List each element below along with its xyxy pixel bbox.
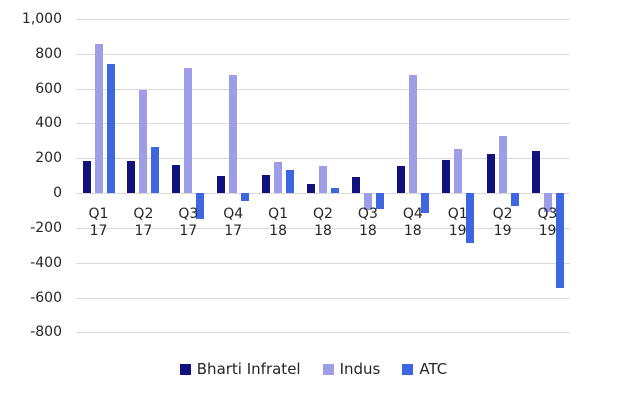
gridline (76, 297, 570, 299)
gridline (76, 88, 570, 90)
bar-atc-q4-17 (241, 193, 250, 201)
chart-legend: Bharti Infratel Indus ATC (0, 360, 627, 378)
x-axis-label: Q2 19 (492, 206, 513, 239)
bar-atc-q2-18 (331, 187, 339, 193)
bar-indus-q2-17 (139, 90, 148, 193)
bar-atc-q1-19 (465, 193, 474, 243)
bar-indus-q3-17 (184, 68, 193, 193)
y-axis-tick-label: 0 (53, 185, 62, 201)
legend-item-atc: ATC (402, 360, 447, 378)
bar-bharti-infratel-q1-19 (441, 159, 450, 193)
bar-bharti-infratel-q3-19 (531, 151, 540, 193)
bar-atc-q2-19 (510, 193, 519, 207)
y-axis-tick-label: -400 (30, 254, 62, 271)
bar-atc-q1-18 (286, 169, 295, 193)
x-axis-label: Q1 18 (268, 206, 289, 239)
legend-label-bharti-infratel: Bharti Infratel (196, 360, 301, 378)
gridline (76, 193, 570, 194)
legend-item-indus: Indus (322, 360, 381, 378)
bar-bharti-infratel-q1-17 (82, 160, 91, 193)
gridline (76, 18, 570, 20)
bar-atc-q3-17 (196, 193, 205, 220)
y-axis-tick-label: 1,000 (21, 10, 62, 27)
bar-atc-q1-17 (106, 64, 115, 193)
x-axis-label: Q4 18 (402, 206, 423, 239)
y-axis-tick-label: 600 (35, 80, 62, 97)
gridline (76, 227, 570, 229)
bar-indus-q2-18 (319, 166, 327, 193)
y-axis-tick-label: 800 (35, 45, 62, 62)
x-axis-label: Q2 18 (313, 206, 333, 239)
legend-swatch-atc (402, 363, 414, 375)
legend-item-bharti-infratel: Bharti Infratel (179, 360, 301, 378)
y-axis-tick-label: -800 (30, 324, 62, 341)
bar-bharti-infratel-q3-18 (351, 176, 360, 193)
bar-atc-q4-18 (420, 193, 429, 213)
legend-label-atc: ATC (419, 360, 448, 378)
x-axis-label: Q1 19 (447, 206, 468, 239)
bar-indus-q1-18 (274, 161, 283, 193)
bar-bharti-infratel-q4-17 (217, 175, 226, 193)
bar-bharti-infratel-q2-17 (127, 160, 136, 193)
bar-bharti-infratel-q1-18 (262, 174, 271, 193)
x-axis-label: Q3 17 (178, 206, 199, 239)
bar-indus-q3-18 (363, 193, 372, 210)
gridline (76, 53, 570, 55)
bar-indus-q4-17 (229, 74, 238, 193)
bar-indus-q4-18 (408, 75, 417, 193)
y-axis-tick-label: 200 (35, 150, 62, 167)
x-axis-label: Q3 18 (357, 206, 378, 239)
bar-bharti-infratel-q2-18 (307, 184, 315, 193)
bar-indus-q2-19 (498, 136, 507, 193)
gridline (76, 158, 570, 160)
bar-bharti-infratel-q3-17 (172, 165, 181, 193)
gridline (76, 262, 570, 264)
bar-indus-q3-19 (543, 193, 552, 213)
bar-atc-q3-18 (375, 193, 384, 209)
bar-bharti-infratel-q4-18 (396, 166, 405, 193)
bar-bharti-infratel-q2-19 (486, 153, 495, 193)
x-axis-label: Q1 17 (88, 206, 109, 239)
y-axis-tick-label: -200 (30, 219, 62, 236)
legend-swatch-bharti-infratel (179, 363, 191, 375)
bar-indus-q1-19 (453, 148, 462, 193)
legend-label-indus: Indus (339, 360, 381, 378)
gridline (76, 123, 570, 125)
bar-indus-q1-17 (94, 44, 103, 193)
x-axis-label: Q2 17 (133, 206, 154, 239)
x-axis-label: Q4 17 (223, 206, 244, 239)
legend-swatch-indus (322, 363, 334, 375)
y-axis-tick-label: -600 (30, 289, 62, 306)
y-axis-tick-label: 400 (35, 115, 62, 132)
bar-atc-q3-19 (555, 193, 564, 288)
x-axis-label: Q3 19 (537, 206, 558, 239)
gridline (76, 332, 570, 334)
bar-atc-q2-17 (151, 146, 160, 193)
